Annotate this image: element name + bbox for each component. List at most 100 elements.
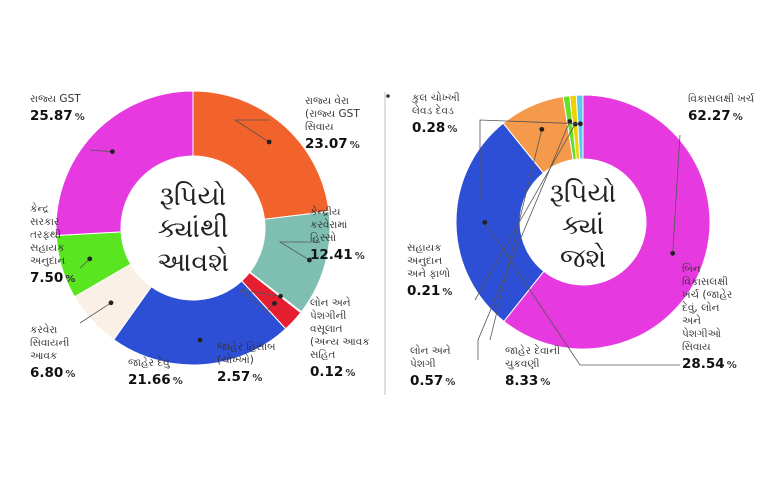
leader-dot [482,219,488,225]
leader-line [474,123,576,301]
slice-unit: % [540,377,550,388]
slice-label-text: વિકાસલક્ષી [682,275,728,288]
slice-label: વિકાસલક્ષી ખર્ચ 62.27% [670,92,755,256]
slice-label-text: કરવેરામાં [310,218,348,231]
slice-value: 2.57% [217,369,262,385]
slice-label-text: બિન [682,262,701,275]
slice-label-text: વિકાસલક્ષી ખર્ચ [688,92,755,105]
leader-line [484,222,680,366]
slice-unit: % [727,360,737,371]
slice-unit: % [447,124,457,135]
slice-label-text: સરકાર [30,216,60,228]
slice-label-text: ખર્ચ (જાહેર [682,288,733,301]
donut-center-text: રૂપિયો [160,181,227,212]
slice-label-text: સહિત [310,348,335,361]
slice-unit: % [442,287,452,298]
slice-label-text: કેન્દ્ર [30,202,50,215]
slice-label-text: દેવું, લોન [682,300,720,314]
slice-label: જાહેર હિસાબ(ચોખ્ખો) 2.57% [217,300,277,385]
slice-label-text: કરવેરા [30,323,58,336]
slice-label-text: સહાયક [407,242,442,254]
slice-label-text: અને [682,314,701,327]
slice-unit: % [252,373,262,384]
leader-line [89,149,113,153]
donut-slice [455,122,545,323]
leader-dot [278,293,283,299]
slice-label-text: પેશગી [410,357,436,370]
slice-label-text: હિસ્સો [310,231,337,244]
slice-value: 21.66% [128,372,183,388]
slice-label-text: સિવાય [682,340,711,353]
slice-unit: % [345,368,355,379]
leader-line [79,302,112,324]
slice-label-text: લોન અને [410,344,451,357]
leader-dot [87,256,93,262]
slice-label-text: સિવાય [305,120,334,133]
slice-label-text: આવક [30,350,58,362]
slice-label-text: અનુદાન [407,255,442,267]
leader-dot [266,139,272,145]
slice-value: 25.87% [30,108,85,124]
donut-center-text: જશે [560,243,606,274]
slice-label-text: જાહેર દેવાની [505,343,560,357]
slice-label-text: (અન્ય આવક [310,336,370,348]
slice-label-text: રાજ્ય GST [30,93,81,105]
slice-value: 0.28% [412,120,457,136]
slice-unit: % [65,274,75,285]
donut-chart-1: રૂપિયોક્યાંથીઆવશેરાજ્ય વેરા(રાજ્ય GSTસિવ… [30,90,370,388]
leader-line [238,289,281,315]
leader-dot [109,149,115,155]
slice-unit: % [350,140,360,151]
slice-label: બિનવિકાસલક્ષીખર્ચ (જાહેરદેવું, લોનઅનેપેશ… [482,219,737,372]
leader-line [672,134,681,254]
slice-label-text: વસૂલાત [310,323,343,335]
leader-line [489,129,543,341]
leader-dot [307,257,312,263]
leader-line [233,119,270,143]
slice-label-text: અને ફાળો [407,267,450,280]
slice-label-text: રાજ્ય વેરા [305,94,349,107]
slice-unit: % [65,369,75,380]
leader-dot [567,119,573,124]
leader-line [477,121,571,360]
slice-label-text: સહાયક [30,242,65,254]
leader-dot [197,337,203,343]
slice-value: 23.07% [305,136,360,152]
slice-value: 0.21% [407,283,452,299]
slice-label-text: પેશગીઓ [682,327,722,340]
donut-center-text: આવશે [157,247,229,278]
slice-value: 0.12% [310,364,355,380]
slice-unit: % [733,112,743,123]
slice-value: 62.27% [688,108,743,124]
slice-unit: % [445,377,455,388]
donut-center-text: ક્યાંથી [158,213,229,244]
donut-center-text: રૂપિયો [550,178,617,209]
donut-center-text: ક્યાં [562,210,605,241]
slice-label-text: તરફથી [30,228,61,241]
donut-slice [192,90,330,220]
slice-label-text: (ચોખ્ખો) [217,353,254,366]
donut-chart-2: રૂપિયોક્યાંજશેવિકાસલક્ષી ખર્ચ62.27 %બિનવિ… [407,91,755,389]
leader-dot [539,126,545,132]
divider-dot [386,94,390,98]
leader-dot [572,121,578,127]
slice-unit: % [75,112,85,123]
slice-label-text: કુલ ચોખ્ખી [411,91,460,104]
slice-value: 0.57% [410,373,455,389]
leader-dot [272,300,277,306]
slice-label-text: (રાજ્ય GST [305,108,360,120]
slice-label-text: અનુદાન [30,255,65,267]
leader-dot [578,121,583,127]
donut-slice [55,90,194,237]
slice-label-text: લોન અને [310,296,351,309]
slice-value: 8.33% [505,373,550,389]
slice-value: 12.41% [310,247,365,263]
slice-label-text: પેશગીની [310,309,346,322]
leader-dot [108,300,114,306]
slice-label: જાહેર દેવું 21.66% [128,337,203,388]
slice-label: રાજ્ય GST 25.87% [30,93,115,155]
slice-label-text: સિવાયની [30,336,69,349]
